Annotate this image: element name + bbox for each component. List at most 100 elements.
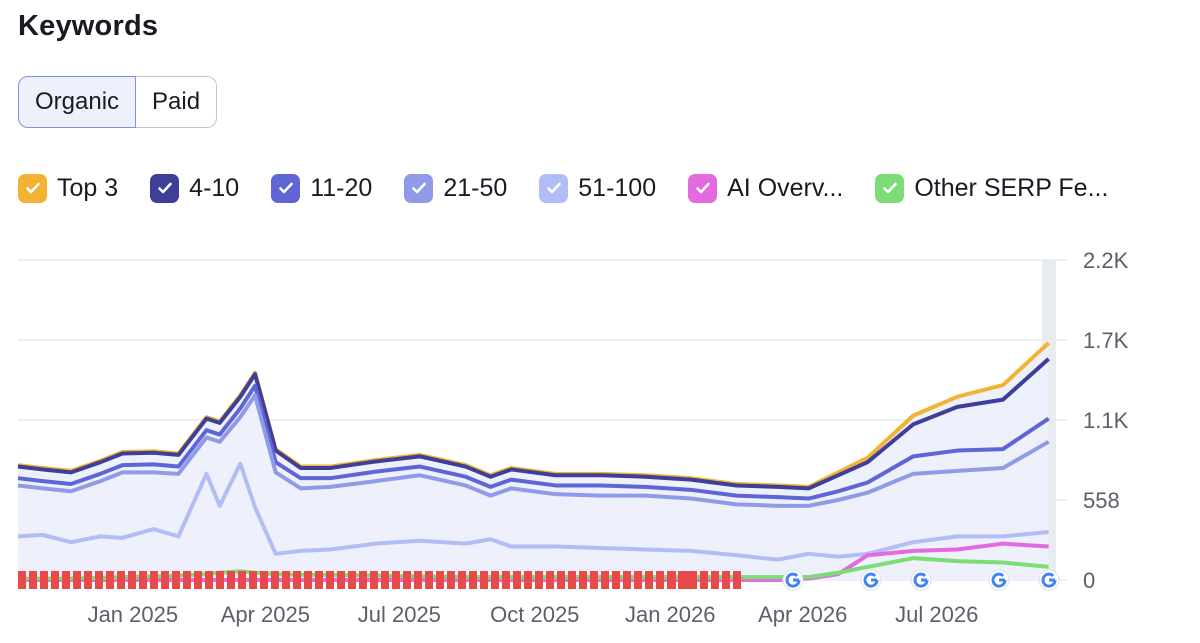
event-flag[interactable] — [62, 571, 70, 589]
event-flag[interactable] — [381, 571, 389, 589]
checkbox-checked-icon[interactable] — [271, 173, 301, 203]
tab-paid[interactable]: Paid — [136, 76, 218, 128]
google-update-icon[interactable] — [910, 569, 932, 591]
event-flag[interactable] — [684, 571, 692, 589]
event-flag[interactable] — [73, 571, 81, 589]
event-flag[interactable] — [216, 571, 224, 589]
event-flag[interactable] — [359, 571, 367, 589]
series-line-4-10[interactable] — [17, 357, 1050, 491]
event-flag[interactable] — [40, 571, 48, 589]
checkbox-checked-icon[interactable] — [875, 173, 905, 203]
event-flag[interactable] — [557, 571, 565, 589]
event-flag[interactable] — [524, 571, 532, 589]
event-flag[interactable] — [491, 571, 499, 589]
series-areas — [17, 341, 1050, 580]
event-flag[interactable] — [579, 571, 587, 589]
event-flag[interactable] — [535, 571, 543, 589]
event-flag[interactable] — [733, 571, 741, 589]
event-flag[interactable] — [84, 571, 92, 589]
event-flag[interactable] — [227, 571, 235, 589]
checkbox-checked-icon[interactable] — [150, 173, 180, 203]
legend-label: 11-20 — [310, 173, 373, 202]
event-flag[interactable] — [656, 571, 664, 589]
event-flag[interactable] — [326, 571, 334, 589]
event-flag[interactable] — [711, 571, 719, 589]
event-flag[interactable] — [645, 571, 653, 589]
event-flag[interactable] — [117, 571, 125, 589]
event-flag[interactable] — [293, 571, 301, 589]
event-flag[interactable] — [29, 571, 37, 589]
event-flag[interactable] — [172, 571, 180, 589]
event-flag[interactable] — [249, 571, 257, 589]
event-flag[interactable] — [623, 571, 631, 589]
series-line-11-20[interactable] — [17, 383, 1050, 501]
legend-item-4-10[interactable]: 4-10 — [150, 173, 240, 203]
keywords-trend-chart[interactable]: 0 558 1.1K 1.7K 2.2K Jan 2025 Apr 2025 Jul 202… — [0, 240, 1200, 643]
series-line-51-100[interactable] — [17, 461, 1049, 562]
event-flag[interactable] — [700, 571, 708, 589]
event-flag[interactable] — [304, 571, 312, 589]
google-update-icon[interactable] — [988, 569, 1010, 591]
event-flag[interactable] — [370, 571, 378, 589]
event-flag[interactable] — [315, 571, 323, 589]
legend-item-other-serp-features[interactable]: Other SERP Fe... — [875, 173, 1108, 203]
legend-label: 4-10 — [189, 173, 240, 202]
event-flag[interactable] — [469, 571, 477, 589]
event-flag[interactable] — [150, 571, 158, 589]
event-flag[interactable] — [337, 571, 345, 589]
event-flag[interactable] — [678, 571, 686, 589]
event-flag[interactable] — [392, 571, 400, 589]
checkbox-checked-icon[interactable] — [404, 173, 434, 203]
event-markers — [18, 569, 1060, 591]
event-flag[interactable] — [568, 571, 576, 589]
google-update-icon[interactable] — [860, 569, 882, 591]
event-flag[interactable] — [458, 571, 466, 589]
event-flag[interactable] — [546, 571, 554, 589]
event-flag[interactable] — [634, 571, 642, 589]
legend-item-21-50[interactable]: 21-50 — [404, 173, 507, 203]
legend-item-ai-overview[interactable]: AI Overv... — [688, 173, 844, 203]
event-flag[interactable] — [590, 571, 598, 589]
event-flag[interactable] — [502, 571, 510, 589]
event-flag[interactable] — [18, 571, 26, 589]
legend-item-11-20[interactable]: 11-20 — [271, 173, 373, 203]
event-flag[interactable] — [238, 571, 246, 589]
series-line-21-50[interactable] — [17, 393, 1050, 508]
event-flag[interactable] — [260, 571, 268, 589]
event-flag[interactable] — [128, 571, 136, 589]
event-flag[interactable] — [480, 571, 488, 589]
checkbox-checked-icon[interactable] — [18, 173, 47, 203]
checkbox-checked-icon[interactable] — [688, 173, 718, 203]
event-flag[interactable] — [425, 571, 433, 589]
event-flag[interactable] — [205, 571, 213, 589]
event-flag[interactable] — [403, 571, 411, 589]
legend-item-top-3[interactable]: Top 3 — [18, 173, 118, 203]
legend-item-51-100[interactable]: 51-100 — [539, 173, 656, 203]
event-flag[interactable] — [612, 571, 620, 589]
event-flag[interactable] — [139, 571, 147, 589]
event-flag[interactable] — [271, 571, 279, 589]
google-update-icon[interactable] — [1038, 569, 1060, 591]
event-flag[interactable] — [348, 571, 356, 589]
event-flag[interactable] — [95, 571, 103, 589]
event-flag[interactable] — [722, 571, 730, 589]
event-flag[interactable] — [106, 571, 114, 589]
event-flag[interactable] — [161, 571, 169, 589]
event-flag[interactable] — [282, 571, 290, 589]
checkbox-checked-icon[interactable] — [539, 173, 569, 203]
event-flag[interactable] — [183, 571, 191, 589]
chart-legend: Top 3 4-10 11-20 21-50 51-100 AI Overv..… — [18, 170, 1108, 206]
stacked-area-fill — [18, 342, 1049, 580]
event-flag[interactable] — [689, 571, 697, 589]
event-flag[interactable] — [513, 571, 521, 589]
event-flag[interactable] — [668, 571, 676, 589]
event-flag[interactable] — [601, 571, 609, 589]
event-flag[interactable] — [414, 571, 422, 589]
legend-label: AI Overv... — [727, 173, 844, 202]
tab-organic[interactable]: Organic — [18, 76, 137, 128]
google-update-icon[interactable] — [782, 569, 804, 591]
event-flag[interactable] — [194, 571, 202, 589]
event-flag[interactable] — [51, 571, 59, 589]
event-flag[interactable] — [436, 571, 444, 589]
event-flag[interactable] — [447, 571, 455, 589]
